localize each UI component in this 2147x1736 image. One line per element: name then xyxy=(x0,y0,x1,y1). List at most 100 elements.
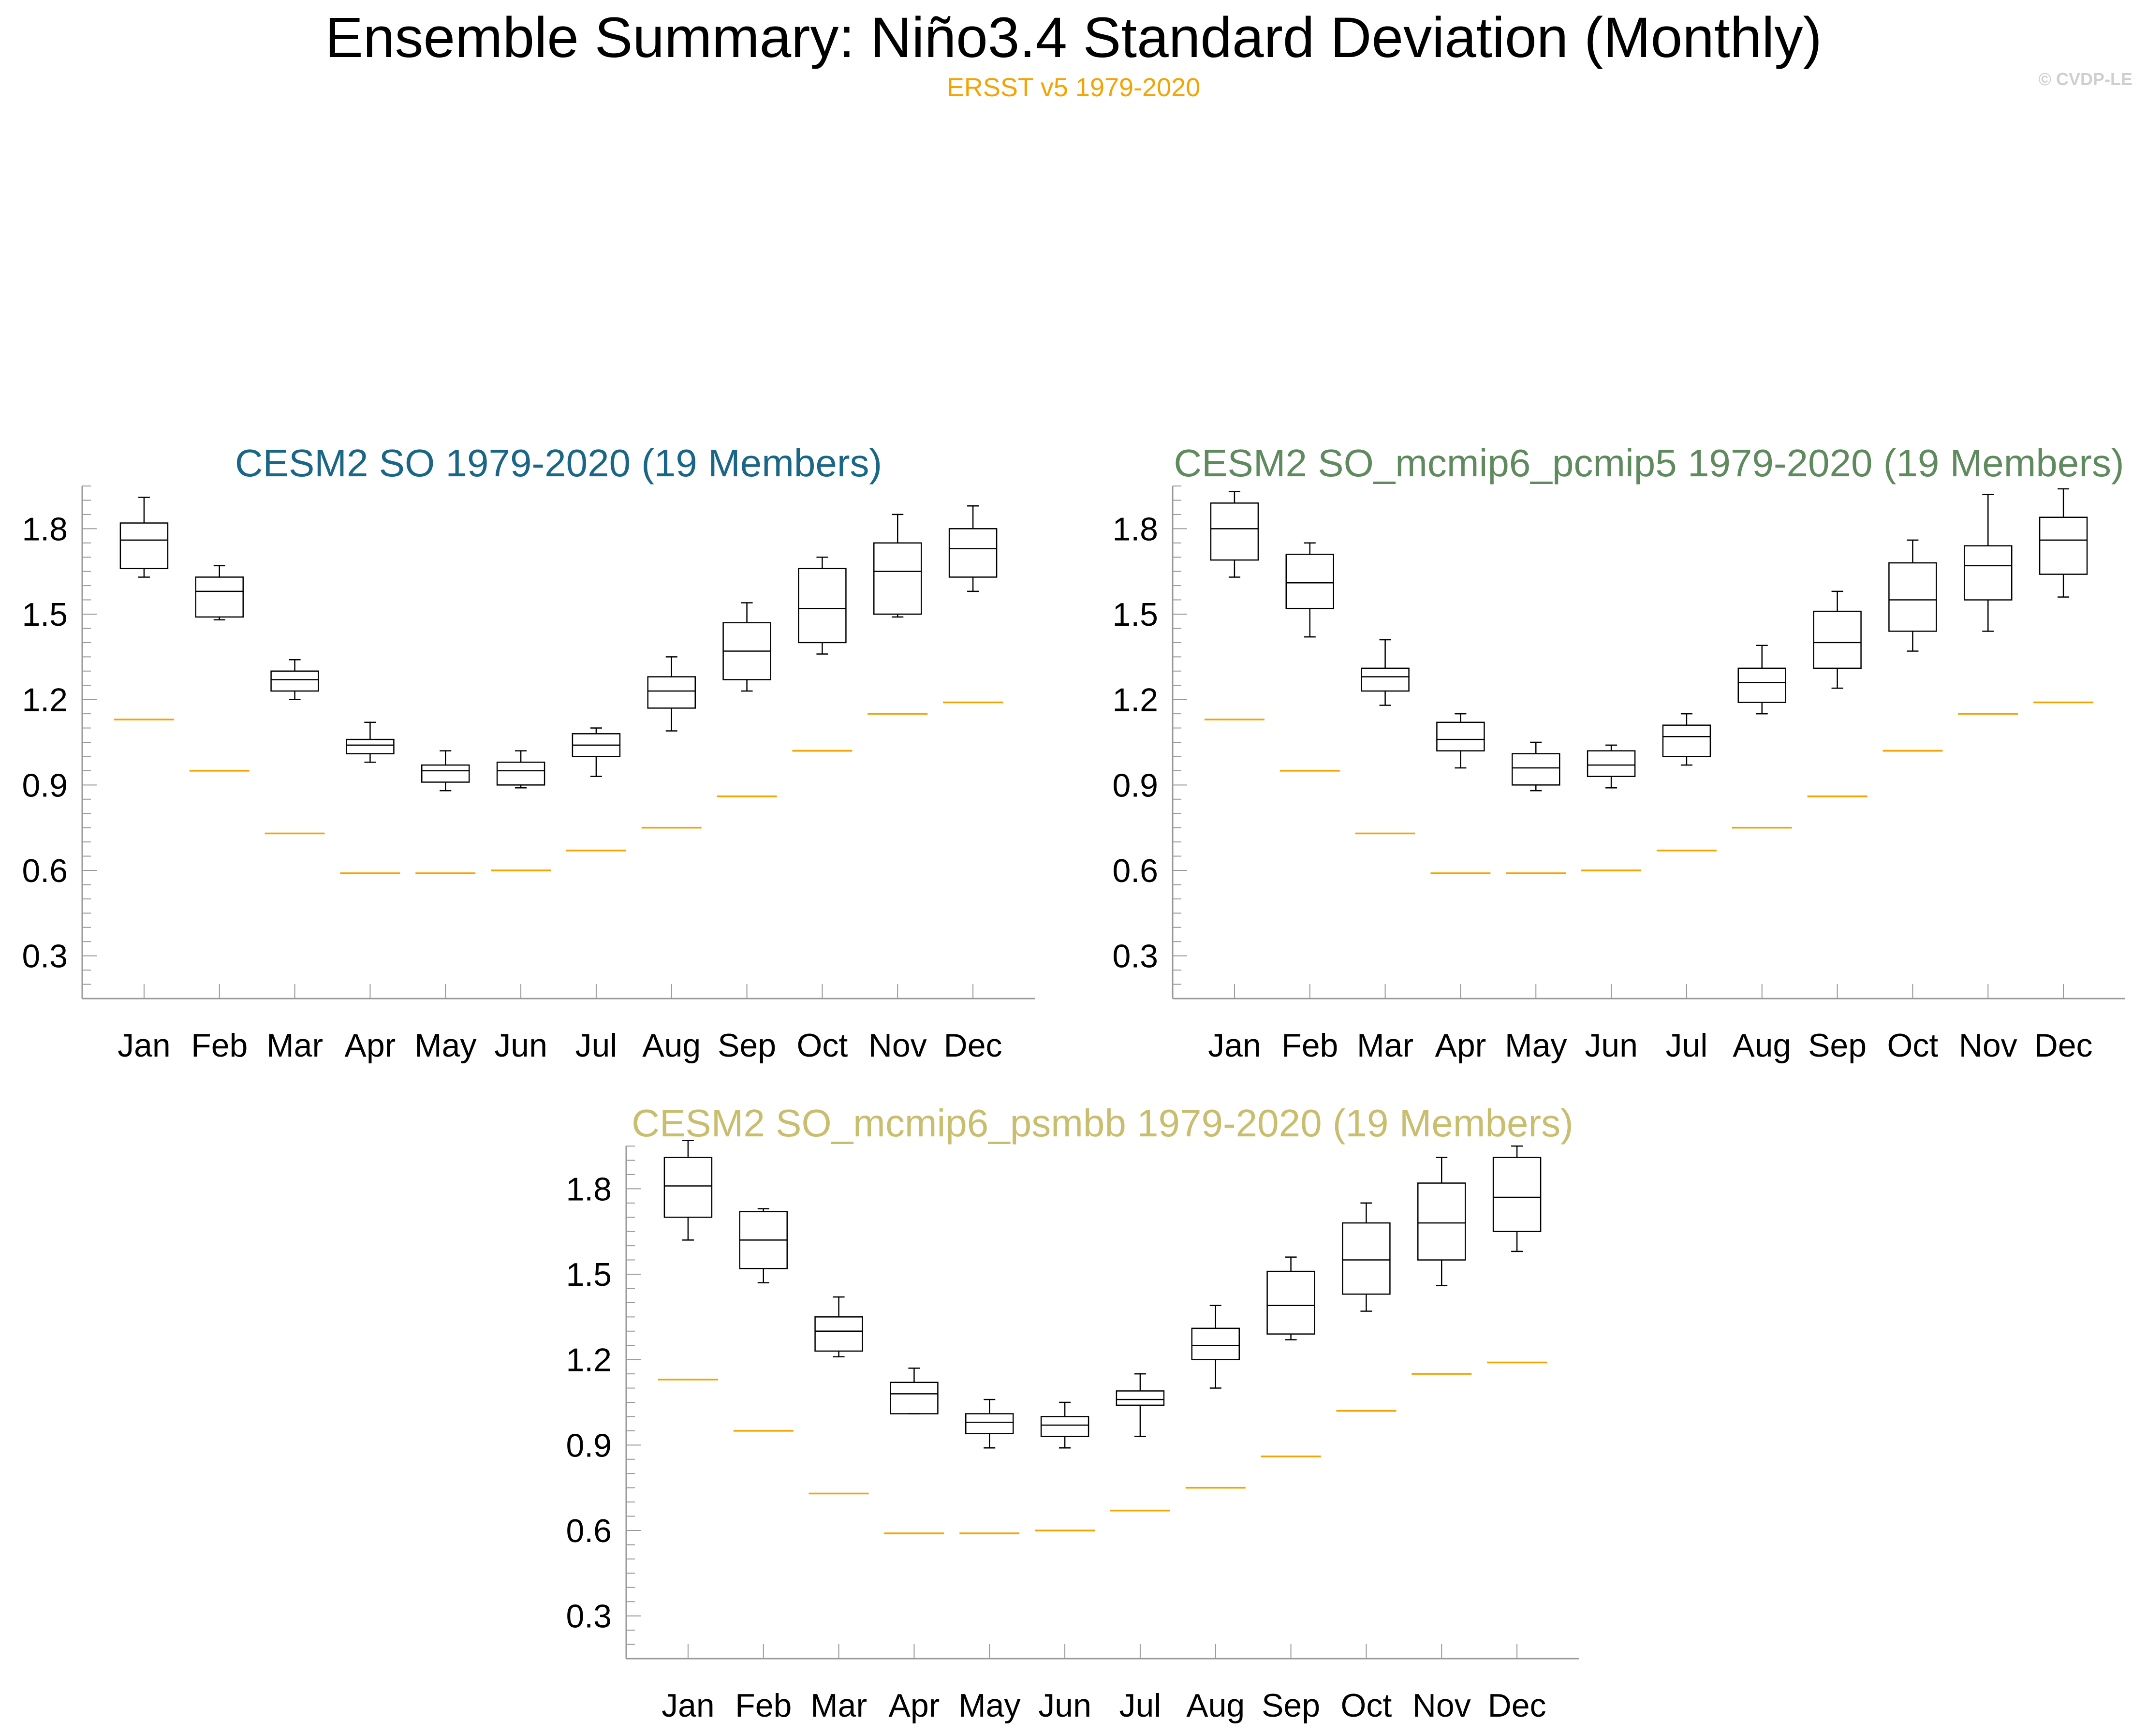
main-title: Ensemble Summary: Niño3.4 Standard Devia… xyxy=(325,6,1822,70)
iqr-box xyxy=(873,542,922,615)
x-tick-label: May xyxy=(958,1687,1020,1724)
x-tick-label: Aug xyxy=(642,1027,701,1064)
x-tick-label: Oct xyxy=(797,1027,848,1064)
y-tick-label: 0.9 xyxy=(566,1427,612,1464)
y-tick-label: 1.2 xyxy=(566,1342,612,1379)
x-tick-label: Jun xyxy=(494,1027,547,1064)
x-tick-label: May xyxy=(1505,1027,1567,1064)
y-tick-label: 1.5 xyxy=(1112,596,1158,633)
iqr-box xyxy=(798,568,847,644)
y-tick-label: 1.2 xyxy=(22,682,68,719)
x-tick-label: Jan xyxy=(1208,1027,1261,1064)
iqr-box xyxy=(948,528,998,578)
box-nov xyxy=(1964,494,2013,632)
box-jan xyxy=(119,497,169,578)
iqr-box xyxy=(1662,724,1711,757)
x-tick-label: Feb xyxy=(1281,1027,1338,1064)
y-tick-label: 1.8 xyxy=(1112,511,1158,547)
iqr-box xyxy=(1361,667,1410,692)
x-tick-label: Mar xyxy=(266,1027,323,1064)
box-may xyxy=(421,750,470,792)
x-tick-label: Jan xyxy=(662,1687,715,1724)
box-jun xyxy=(1040,1401,1089,1449)
box-aug xyxy=(1737,645,1786,715)
box-oct xyxy=(1888,539,1937,652)
iqr-box xyxy=(1210,502,1259,561)
box-dec xyxy=(1492,1145,1542,1252)
y-tick-label: 0.6 xyxy=(22,853,68,889)
iqr-box xyxy=(1813,610,1862,669)
box-mar xyxy=(814,1296,863,1358)
box-jul xyxy=(572,727,621,777)
x-tick-label: Mar xyxy=(810,1687,867,1724)
x-tick-label: Dec xyxy=(1488,1687,1546,1724)
iqr-box xyxy=(965,1413,1014,1435)
box-oct xyxy=(798,556,847,655)
iqr-box xyxy=(1040,1416,1089,1437)
y-tick-label: 0.6 xyxy=(1112,853,1158,889)
box-jun xyxy=(1587,744,1636,789)
iqr-box xyxy=(1492,1157,1542,1232)
box-may xyxy=(965,1398,1014,1449)
iqr-box xyxy=(346,738,395,754)
box-feb xyxy=(739,1208,788,1283)
iqr-box xyxy=(1191,1327,1240,1360)
box-sep xyxy=(1813,590,1862,689)
iqr-box xyxy=(814,1316,863,1352)
iqr-box xyxy=(195,576,244,618)
x-tick-label: Aug xyxy=(1186,1687,1245,1724)
x-tick-label: Feb xyxy=(191,1027,248,1064)
panel-title: CESM2 SO_mcmip6_pcmip5 1979-2020 (19 Mem… xyxy=(1174,441,2124,485)
panel-3: CESM2 SO_mcmip6_psmbb 1979-2020 (19 Memb… xyxy=(566,1102,1579,1724)
iqr-box xyxy=(1964,545,2013,601)
y-tick-label: 1.2 xyxy=(1112,682,1158,719)
iqr-box xyxy=(1737,667,1786,703)
iqr-box xyxy=(1512,753,1560,786)
x-tick-label: Apr xyxy=(345,1027,396,1064)
box-oct xyxy=(1342,1202,1391,1312)
y-tick-label: 1.5 xyxy=(566,1256,612,1293)
panel-1: CESM2 SO 1979-2020 (19 Members) 0.3 0.6 0.9… xyxy=(22,441,1035,1064)
x-tick-label: Sep xyxy=(718,1027,776,1064)
iqr-box xyxy=(1266,1270,1315,1335)
box-nov xyxy=(873,514,922,618)
box-may xyxy=(1512,741,1560,792)
x-tick-label: Dec xyxy=(944,1027,1002,1064)
box-apr xyxy=(346,721,395,763)
y-tick-label: 1.5 xyxy=(22,596,68,633)
panel-title: CESM2 SO 1979-2020 (19 Members) xyxy=(235,441,882,485)
box-feb xyxy=(195,565,244,621)
iqr-box xyxy=(421,764,470,783)
y-tick-label: 0.9 xyxy=(1112,767,1158,804)
iqr-box xyxy=(496,761,545,786)
y-tick-label: 0.6 xyxy=(566,1513,612,1549)
iqr-box xyxy=(647,676,696,709)
x-tick-label: Oct xyxy=(1887,1027,1939,1064)
x-tick-label: Apr xyxy=(889,1687,940,1724)
y-tick-label: 1.8 xyxy=(22,511,68,547)
x-tick-label: Jul xyxy=(1119,1687,1161,1724)
box-jul xyxy=(1116,1373,1165,1437)
panel-title: CESM2 SO_mcmip6_psmbb 1979-2020 (19 Memb… xyxy=(632,1102,1573,1145)
x-tick-label: Nov xyxy=(868,1027,927,1064)
x-tick-label: Nov xyxy=(1412,1687,1471,1724)
box-dec xyxy=(2039,488,2088,598)
y-tick-label: 0.3 xyxy=(1112,938,1158,975)
box-apr xyxy=(890,1368,939,1414)
iqr-box xyxy=(1342,1222,1391,1295)
panel-2: CESM2 SO_mcmip6_pcmip5 1979-2020 (19 Mem… xyxy=(1112,441,2125,1064)
box-sep xyxy=(722,602,771,692)
box-jul xyxy=(1662,713,1711,766)
iqr-box xyxy=(119,522,169,570)
box-mar xyxy=(1361,639,1410,706)
box-nov xyxy=(1417,1157,1466,1286)
x-tick-label: Oct xyxy=(1341,1687,1392,1724)
iqr-box xyxy=(1436,721,1485,751)
y-tick-label: 0.9 xyxy=(22,767,68,804)
x-tick-label: Dec xyxy=(2034,1027,2093,1064)
box-dec xyxy=(948,505,998,592)
copyright-watermark: © CVDP-LE xyxy=(2038,69,2132,89)
x-tick-label: Mar xyxy=(1357,1027,1413,1064)
iqr-box xyxy=(270,670,319,692)
box-sep xyxy=(1266,1256,1315,1340)
